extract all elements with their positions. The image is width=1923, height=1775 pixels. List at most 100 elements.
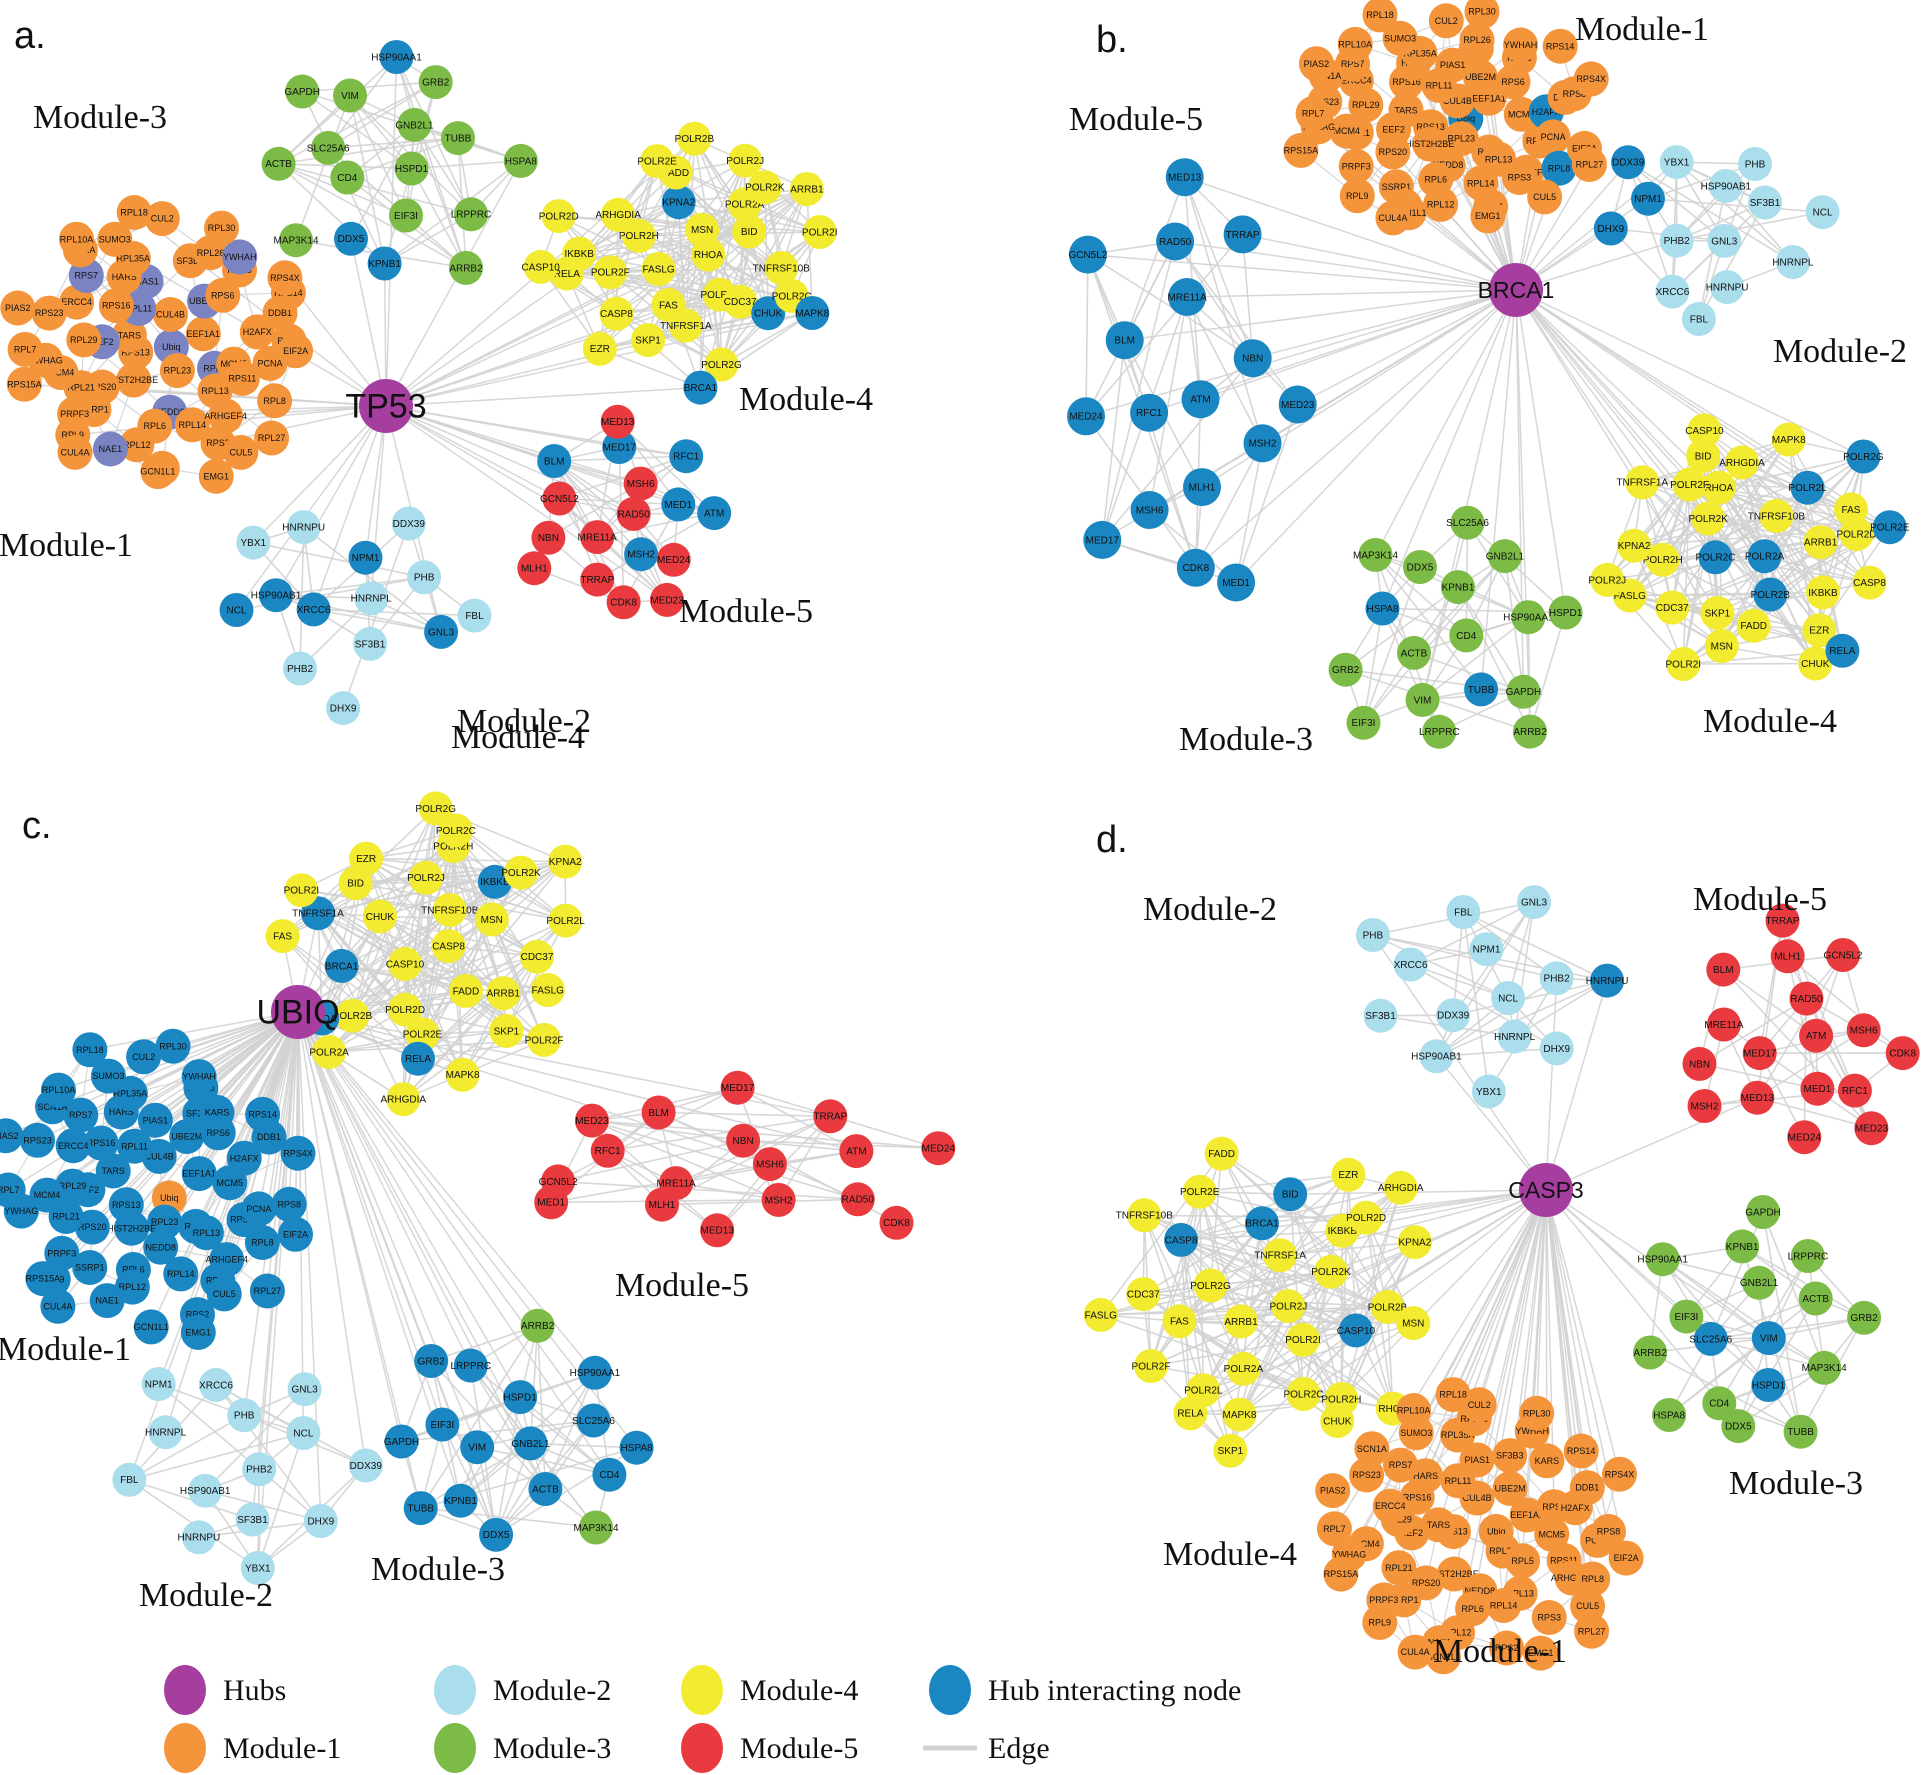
edge [395, 56, 467, 269]
module-label: Module-1 [0, 1331, 131, 1368]
node-MCM4: MCM4 [29, 1177, 65, 1213]
edge [383, 160, 522, 265]
edge [1101, 240, 1176, 541]
edge [557, 1086, 739, 1183]
node-circle [1775, 245, 1810, 279]
node-label: RPL6 [122, 1265, 145, 1275]
node-POLR2F: POLR2F [1670, 467, 1709, 502]
node-circle [641, 252, 676, 286]
node-circle [55, 1128, 91, 1164]
node-label: ARHGDIA [595, 210, 641, 221]
node-circle [795, 296, 830, 330]
node-circle [457, 598, 492, 633]
node-BID: BID [1273, 1177, 1308, 1212]
node-label: DDB1 [257, 1132, 281, 1142]
node-circle [1349, 1457, 1385, 1493]
node-label: POLR2D [1346, 1213, 1386, 1224]
node-label: FADD [453, 986, 480, 997]
node-label: MED17 [721, 1083, 755, 1094]
node-label: TNFRSF1A [660, 321, 712, 332]
node-circle [1382, 20, 1418, 56]
node-label: MED13 [701, 1226, 735, 1237]
node-label: MCM5 [217, 1178, 244, 1188]
node-label: EMG1 [203, 471, 229, 481]
node-label: MED17 [603, 442, 637, 453]
edge [1462, 911, 1608, 982]
node-label: RPL8 [263, 396, 286, 406]
node-label: POLR2K [1311, 1267, 1351, 1278]
node-circle [1751, 1321, 1786, 1356]
edge [699, 253, 710, 389]
node-RPL14: RPL14 [174, 407, 210, 443]
node-HNRNPL: HNRNPL [351, 581, 392, 616]
node-TUBB: TUBB [441, 121, 475, 156]
node-circle [541, 199, 576, 234]
node-circle [537, 444, 572, 478]
edge [297, 1011, 611, 1476]
edge [1606, 481, 1644, 581]
node-RPL7: RPL7 [7, 331, 43, 367]
node-label: POLR2B [1368, 1302, 1408, 1313]
node-circle [261, 146, 296, 181]
node-label: CUL4A [1401, 1647, 1430, 1657]
node-label: RFC1 [1842, 1086, 1869, 1097]
hub-circle [271, 985, 325, 1039]
edge [1365, 1189, 1547, 1545]
node-RPS23: RPS23 [1349, 1457, 1385, 1493]
node-label: UBE2M [189, 296, 220, 306]
node-label: NBN [1689, 1059, 1710, 1070]
node-label: CDK8 [1889, 1049, 1916, 1060]
node-circle [1126, 1277, 1161, 1312]
node-circle [728, 143, 763, 178]
node-DDX5: DDX5 [479, 1517, 514, 1552]
node-label: MRE11A [1167, 292, 1207, 303]
node-circle [1316, 1511, 1352, 1547]
node-label: KPNA2 [662, 198, 695, 209]
node-label: MSH2 [1691, 1101, 1719, 1112]
edge [1545, 1189, 1627, 1559]
node-circle [1464, 672, 1499, 707]
node-circle [1233, 339, 1272, 378]
node-DHX9: DHX9 [326, 691, 361, 726]
node-label: KPNB1 [444, 1496, 477, 1507]
node-label: CUL4B [1463, 1493, 1492, 1503]
edge [1174, 240, 1254, 360]
node-label: MRE11A [656, 1179, 696, 1190]
edge [1647, 197, 1824, 213]
node-circle [1527, 179, 1563, 215]
node-circle [284, 873, 319, 908]
node-RPL7: RPL7 [1316, 1511, 1352, 1547]
edge [519, 1396, 611, 1476]
edge [1238, 1305, 1290, 1416]
node-label: ATM [1190, 395, 1210, 406]
node-EZR: EZR [349, 841, 384, 876]
node-label: HARS [1413, 1471, 1438, 1481]
node-label: SCN1A [1357, 1444, 1387, 1454]
edge [385, 405, 687, 457]
node-label: RPL30 [208, 223, 236, 233]
node-CHUK: CHUK [751, 296, 786, 331]
node-label: GRB2 [418, 1356, 446, 1367]
node-MED24: MED24 [1067, 397, 1105, 436]
node-SKP1: SKP1 [1700, 595, 1735, 630]
node-label: RHOA [1378, 1404, 1407, 1415]
node-CHUK: CHUK [1798, 646, 1833, 681]
edge [1413, 555, 1506, 654]
node-label: RPL29 [70, 335, 98, 345]
node-label: RPL8 [1581, 1574, 1604, 1584]
node-label: RPL35A [1441, 1430, 1475, 1440]
node-label: FAS [273, 932, 292, 943]
node-TNFRSF10B: TNFRSF10B [1748, 498, 1805, 533]
node-circle [397, 107, 432, 142]
node-EIF3I: EIF3I [389, 198, 423, 233]
node-GRB2: GRB2 [1328, 652, 1363, 687]
edge [1421, 289, 1517, 701]
edge [1545, 1189, 1582, 1452]
node-label: FBL [1690, 314, 1709, 325]
node-label: MED13 [1741, 1093, 1775, 1104]
node-POLR2L: POLR2L [1788, 470, 1827, 505]
node-label: EEF2 [1382, 125, 1405, 135]
node-label: RPS4X [283, 1148, 313, 1158]
node-RPS15A: RPS15A [1323, 1556, 1359, 1592]
node-circle [188, 1215, 224, 1251]
